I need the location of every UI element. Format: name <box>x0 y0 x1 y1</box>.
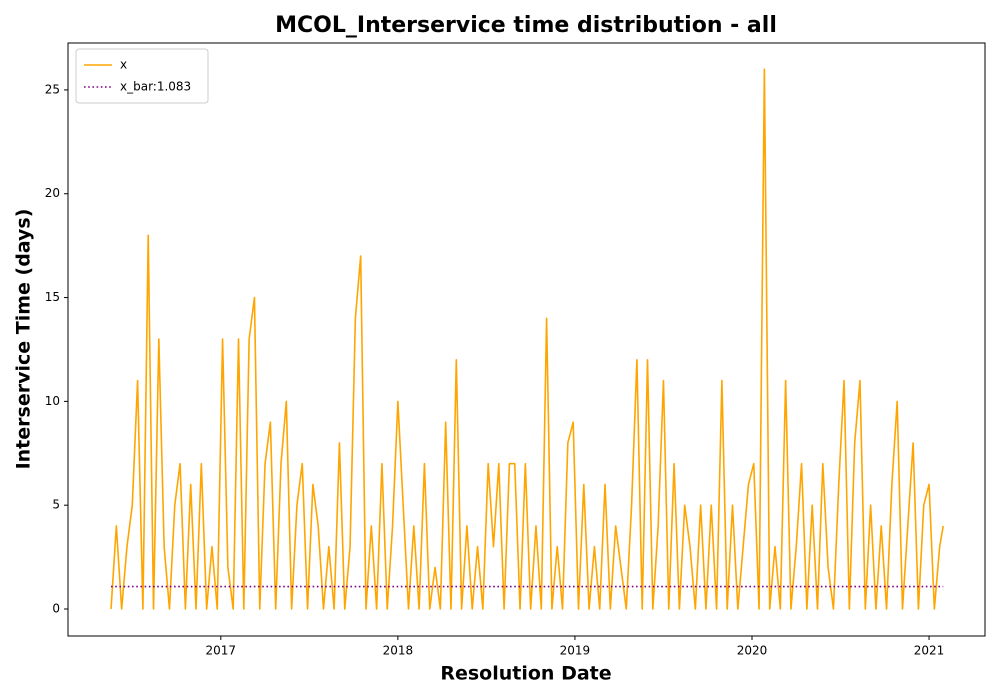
x-tick-label: 2019 <box>560 644 591 658</box>
y-tick-label: 15 <box>45 290 60 304</box>
chart-title: MCOL_Interservice time distribution - al… <box>275 13 777 38</box>
y-tick-label: 25 <box>45 82 60 96</box>
y-tick-label: 5 <box>52 498 60 512</box>
plot-frame <box>67 42 986 637</box>
x-tick-label: 2020 <box>737 644 768 658</box>
y-tick-label: 0 <box>52 602 60 616</box>
x-axis-label: Resolution Date <box>440 663 611 685</box>
x-tick-label: 2018 <box>383 644 414 658</box>
x-tick-label: 2017 <box>206 644 237 658</box>
y-tick-label: 10 <box>45 394 60 408</box>
y-axis-label: Interservice Time (days) <box>13 209 35 470</box>
x-tick-label: 2021 <box>914 644 945 658</box>
legend-label: x_bar:1.083 <box>120 80 191 94</box>
data-line <box>110 68 944 610</box>
legend-box <box>75 48 209 104</box>
legend-label: x <box>120 58 127 72</box>
y-tick-label: 20 <box>45 186 60 200</box>
